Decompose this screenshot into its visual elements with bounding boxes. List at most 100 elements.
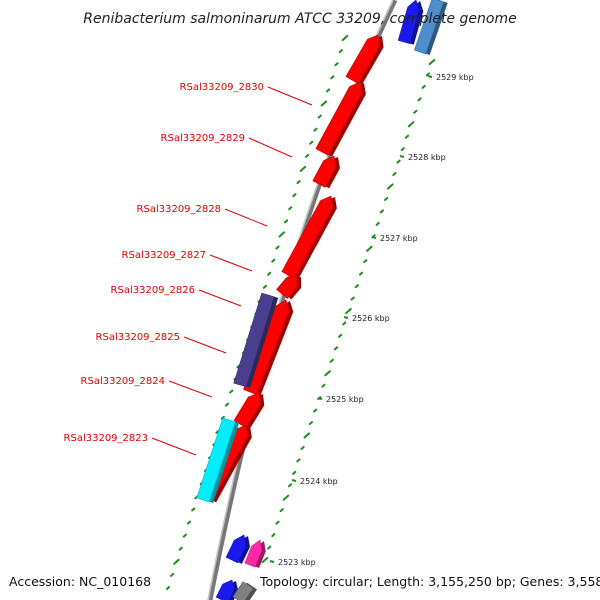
gc-mark [363,259,368,264]
gc-mark [407,121,415,128]
gc-mark [338,333,343,338]
gc-mark [261,556,269,564]
gc-mark [304,153,310,158]
gc-mark [366,245,373,252]
gc-mark [271,258,276,263]
gc-mark [317,114,322,119]
cds-arrow[interactable] [276,275,302,300]
kbp-label: 2526 kbp [352,314,390,323]
gc-mark [292,470,297,475]
kbp-tick [399,155,405,158]
gc-mark [417,97,422,102]
kbp-tick [291,479,297,482]
gc-mark [299,165,307,172]
gc-mark [165,586,171,590]
gc-mark [400,147,405,152]
gc-mark [275,245,280,250]
cds-arrow[interactable] [312,155,340,189]
gc-mark [383,196,389,201]
gc-mark [425,72,430,77]
gc-mark [170,572,175,577]
kbp-label: 2527 kbp [380,234,418,243]
gc-mark [279,508,284,513]
gene-label-rsal33209_2824[interactable]: RSal33209_2824 [81,376,165,387]
gc-mark [278,231,286,238]
cds-arrow[interactable] [315,81,366,157]
gc-mark [396,159,401,164]
gc-mark [313,127,318,132]
gc-mark [334,62,339,67]
gc-mark [330,75,335,80]
gc-mark [358,271,364,276]
gc-mark [303,432,310,439]
gc-mark [375,221,380,226]
gc-mark [275,520,280,525]
gene-block-cyan[interactable] [196,417,240,504]
gene-label-rsal33209_2830[interactable]: RSal33209_2830 [180,82,264,93]
gc-mark [326,88,331,93]
gc-mark [379,209,384,214]
gc-mark [292,193,297,198]
gene-labels[interactable]: RSal33209_2830 RSal33209_2829 RSal33209_28… [64,82,264,444]
label-leader-line [183,336,227,354]
kbp-tick [371,236,377,239]
label-leader-line [224,208,268,227]
gc-mark [262,284,268,289]
gc-mark [354,284,359,289]
gc-mark [392,172,397,177]
gc-mark [271,533,276,538]
gene-block-steel[interactable] [413,0,448,55]
gene-block-grey[interactable] [232,581,257,600]
kbp-label: 2523 kbp [278,558,316,567]
gene-label-rsal33209_2825[interactable]: RSal33209_2825 [96,332,180,343]
gc-mark [191,507,196,512]
gc-mark [288,206,293,211]
cds-arrow[interactable] [233,392,265,429]
gc-mark [321,383,326,388]
gene-label-rsal33209_2826[interactable]: RSal33209_2826 [111,285,195,296]
gc-mark [350,296,355,301]
gc-mark [283,219,289,224]
cds-arrow[interactable] [281,195,337,280]
map-title: Renibacterium salmoninarum ATCC 33209, c… [83,11,516,27]
gc-mark [342,321,347,326]
gene-block-purple[interactable] [233,292,279,388]
cds-arrow[interactable] [345,34,384,85]
gc-mark [296,180,301,185]
gc-mark [345,307,352,315]
gc-mark [333,346,339,351]
gene-block-blue[interactable] [397,0,424,45]
topology-text: Topology: circular; Length: 3,155,250 bp… [259,574,600,589]
gc-mark [229,389,234,394]
gene-label-rsal33209_2827[interactable]: RSal33209_2827 [122,250,206,261]
gene-label-rsal33209_2829[interactable]: RSal33209_2829 [161,133,245,144]
gc-mark [224,402,230,407]
gc-mark [308,421,314,426]
gc-mark [300,445,305,450]
label-leader-line [267,86,313,106]
label-leader-lines [151,86,313,456]
gc-mark [341,34,349,42]
gene-label-rsal33209_2828[interactable]: RSal33209_2828 [137,204,221,215]
gene-block-magenta[interactable] [244,539,266,569]
gc-mark [282,494,290,501]
gc-mark [182,533,187,538]
gc-mark [309,140,314,145]
gc-mark [387,183,394,190]
gc-mark [329,358,334,363]
label-leader-line [209,254,253,272]
kbp-scale: 2529 kbp 2528 kbp 2527 kbp 2526 kbp 2525 kbp… [269,73,474,567]
gc-mark [178,546,183,551]
kbp-label: 2529 kbp [436,73,474,82]
label-leader-line [151,437,197,456]
gc-mark [324,370,331,377]
gc-mark [404,134,410,139]
gene-label-rsal33209_2823[interactable]: RSal33209_2823 [64,433,148,444]
gc-mark [413,109,418,114]
kbp-tick [427,75,433,78]
gene-block-blue-lower[interactable] [225,534,250,564]
gc-mark [338,49,343,54]
kbp-label: 2525 kbp [326,395,364,404]
